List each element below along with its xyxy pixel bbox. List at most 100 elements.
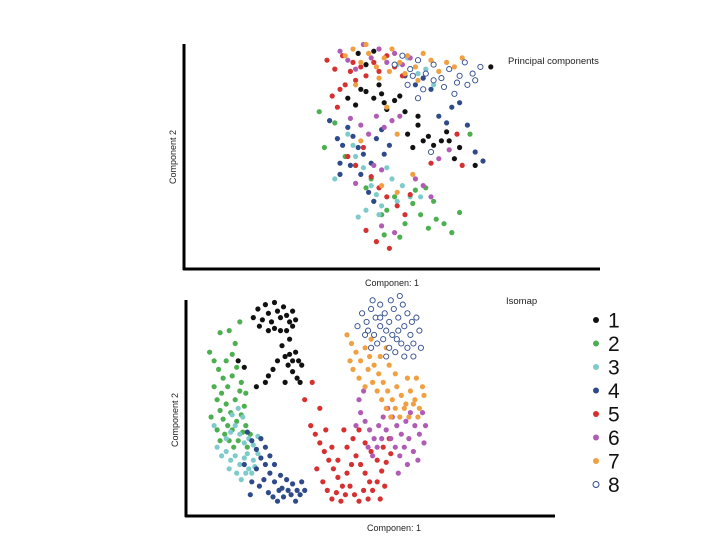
point-series-4-27 (386, 142, 392, 148)
point-series-5-5 (337, 86, 343, 92)
legend-marker-7 (593, 458, 599, 464)
point-series-5-32 (356, 427, 362, 433)
point-series-7-8 (405, 53, 411, 59)
point-series-5-38 (335, 457, 341, 463)
point-series-8-18 (401, 323, 408, 330)
point-series-2-1 (211, 358, 217, 364)
point-series-6-19 (383, 427, 389, 433)
point-series-8-0 (359, 310, 366, 317)
point-series-3-27 (226, 466, 232, 472)
point-series-2-23 (243, 423, 249, 429)
point-series-5-15 (324, 487, 330, 493)
point-series-5-3 (347, 68, 353, 74)
point-series-6-22 (397, 453, 403, 459)
point-series-7-8 (380, 379, 386, 385)
legend-label-6: 6 (608, 427, 620, 450)
legend-label-8: 8 (608, 474, 620, 497)
point-series-1-21 (457, 144, 463, 151)
point-series-5-44 (309, 379, 315, 385)
point-series-5-16 (329, 496, 335, 502)
point-series-7-14 (451, 64, 457, 70)
point-series-7-20 (374, 388, 380, 394)
point-series-4-12 (358, 171, 364, 177)
point-series-8-31 (393, 336, 400, 343)
point-series-1-34 (294, 375, 300, 381)
point-series-5-27 (386, 245, 392, 251)
point-series-2-16 (449, 230, 455, 236)
point-series-3-2 (415, 71, 421, 77)
point-series-7-26 (415, 77, 421, 83)
point-series-6-1 (345, 57, 351, 63)
point-series-1-26 (376, 82, 382, 88)
point-series-8-0 (391, 61, 398, 68)
point-series-8-26 (410, 340, 417, 347)
point-series-1-1 (363, 62, 369, 68)
point-series-5-39 (329, 444, 335, 450)
point-series-7-15 (459, 55, 465, 61)
point-series-8-21 (414, 95, 422, 102)
point-series-1-5 (363, 88, 369, 95)
point-series-3-6 (353, 153, 359, 160)
point-series-1-9 (392, 97, 398, 104)
point-series-5-10 (353, 453, 359, 459)
point-series-4-4 (262, 461, 268, 468)
pca-marks (316, 41, 494, 251)
point-series-8-12 (440, 83, 448, 91)
point-series-6-10 (358, 122, 364, 128)
point-series-1-9 (280, 304, 287, 310)
point-series-7-22 (383, 405, 389, 411)
point-series-6-23 (401, 444, 407, 450)
point-series-1-2 (371, 48, 377, 54)
point-series-5-23 (361, 487, 367, 493)
point-series-5-33 (362, 440, 368, 446)
point-series-5-28 (407, 192, 413, 198)
point-series-6-2 (367, 427, 373, 433)
point-series-1-19 (293, 317, 299, 323)
point-series-2-10 (223, 401, 229, 407)
point-series-2-4 (225, 384, 231, 390)
point-series-1-15 (271, 325, 278, 331)
point-series-7-35 (386, 362, 392, 368)
point-series-7-3 (358, 358, 364, 364)
point-series-8-14 (404, 81, 411, 88)
point-series-6-28 (361, 388, 367, 394)
point-series-3-10 (379, 203, 385, 209)
point-series-1-33 (290, 369, 296, 375)
point-series-2-9 (392, 194, 398, 200)
point-series-4-5 (355, 144, 361, 151)
point-series-2-24 (431, 198, 437, 204)
point-series-8-1 (399, 52, 406, 59)
point-series-3-24 (244, 451, 250, 457)
point-series-2-29 (231, 444, 237, 450)
point-series-4-22 (297, 492, 303, 498)
point-series-2-33 (232, 340, 238, 347)
point-series-7-34 (377, 353, 383, 360)
point-series-7-17 (376, 75, 382, 81)
point-series-3-23 (240, 414, 246, 420)
point-series-8-38 (416, 327, 423, 334)
point-series-1-7 (274, 308, 281, 314)
point-series-7-16 (353, 82, 359, 88)
point-series-8-24 (398, 340, 405, 347)
point-series-2-5 (363, 185, 369, 191)
point-series-3-9 (373, 192, 379, 198)
point-series-1-30 (265, 373, 271, 379)
point-series-5-13 (367, 479, 373, 485)
point-series-6-11 (407, 410, 413, 416)
legend-label-3: 3 (608, 357, 620, 380)
point-series-7-12 (398, 392, 404, 398)
point-series-6-6 (384, 59, 390, 65)
point-series-4-16 (270, 494, 276, 500)
point-series-4-23 (464, 122, 470, 128)
point-series-3-4 (232, 453, 238, 459)
point-series-4-19 (436, 113, 442, 119)
point-series-8-8 (453, 79, 461, 86)
point-series-5-18 (353, 162, 359, 168)
point-series-1-36 (235, 358, 241, 364)
legend-label-2: 2 (608, 333, 620, 356)
point-series-8-13 (451, 90, 458, 97)
point-series-5-28 (383, 459, 389, 465)
point-series-1-20 (451, 156, 457, 162)
point-series-1-12 (405, 131, 411, 137)
